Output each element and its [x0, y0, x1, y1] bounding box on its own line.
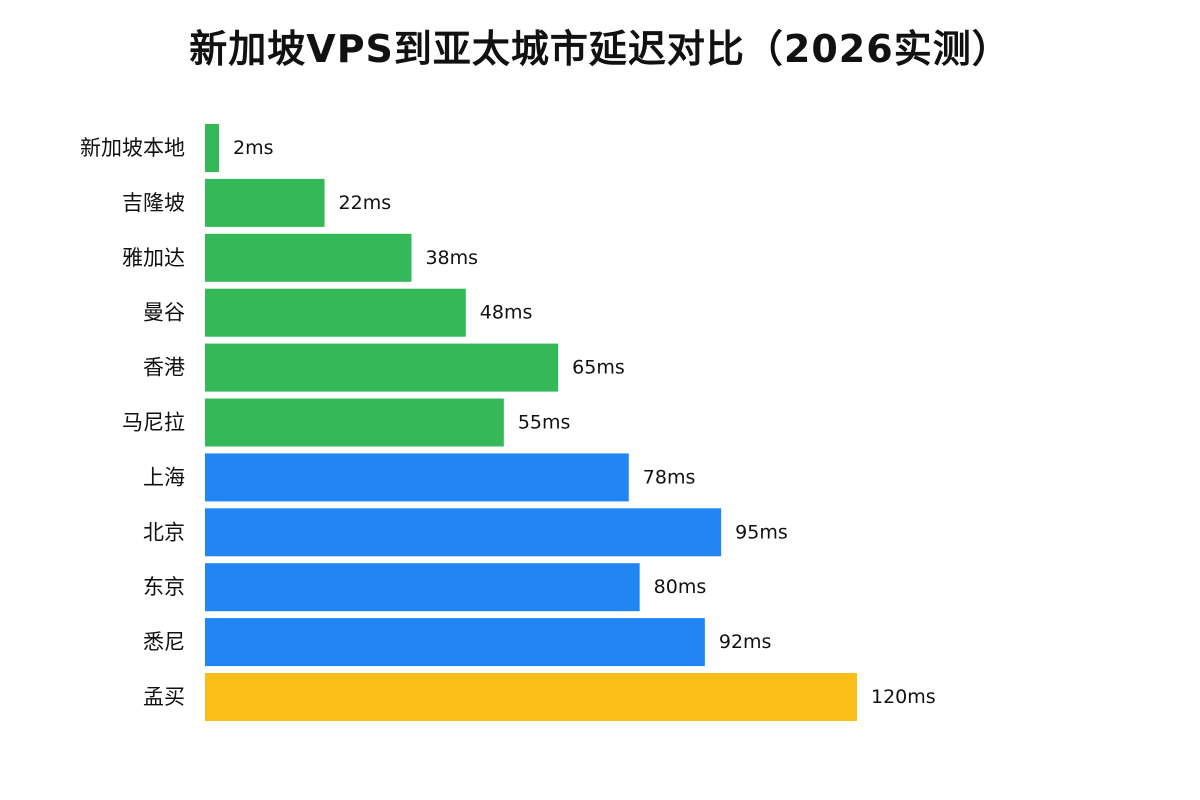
bar — [205, 343, 559, 392]
bar — [205, 618, 705, 667]
value-label: 55ms — [518, 412, 571, 434]
value-label: 65ms — [572, 357, 625, 379]
category-label: 马尼拉 — [122, 411, 185, 435]
value-label: 120ms — [871, 686, 936, 708]
category-label: 吉隆坡 — [122, 191, 185, 215]
category-label: 新加坡本地 — [80, 136, 185, 160]
bar — [205, 124, 219, 172]
bar — [205, 453, 629, 502]
value-label: 80ms — [654, 576, 707, 598]
bar — [205, 288, 466, 337]
bar — [205, 673, 857, 721]
bar — [205, 398, 504, 447]
value-label: 95ms — [735, 521, 788, 543]
category-label: 香港 — [143, 356, 185, 380]
value-label: 2ms — [233, 137, 274, 159]
value-label: 92ms — [719, 631, 772, 653]
category-label: 东京 — [143, 575, 185, 599]
chart-title: 新加坡VPS到亚太城市延迟对比（2026实测） — [189, 27, 1011, 71]
value-label: 22ms — [339, 192, 392, 214]
category-label: 曼谷 — [143, 301, 185, 325]
bar — [205, 508, 722, 557]
value-label: 78ms — [643, 466, 696, 488]
value-label: 38ms — [425, 247, 478, 269]
value-label: 48ms — [480, 302, 533, 324]
category-label: 上海 — [143, 465, 185, 489]
category-label: 悉尼 — [143, 630, 185, 654]
bar — [205, 233, 412, 282]
category-label: 北京 — [143, 520, 185, 544]
bar — [205, 563, 640, 612]
category-label: 孟买 — [143, 685, 185, 709]
bar — [205, 178, 325, 227]
category-label: 雅加达 — [122, 246, 185, 270]
